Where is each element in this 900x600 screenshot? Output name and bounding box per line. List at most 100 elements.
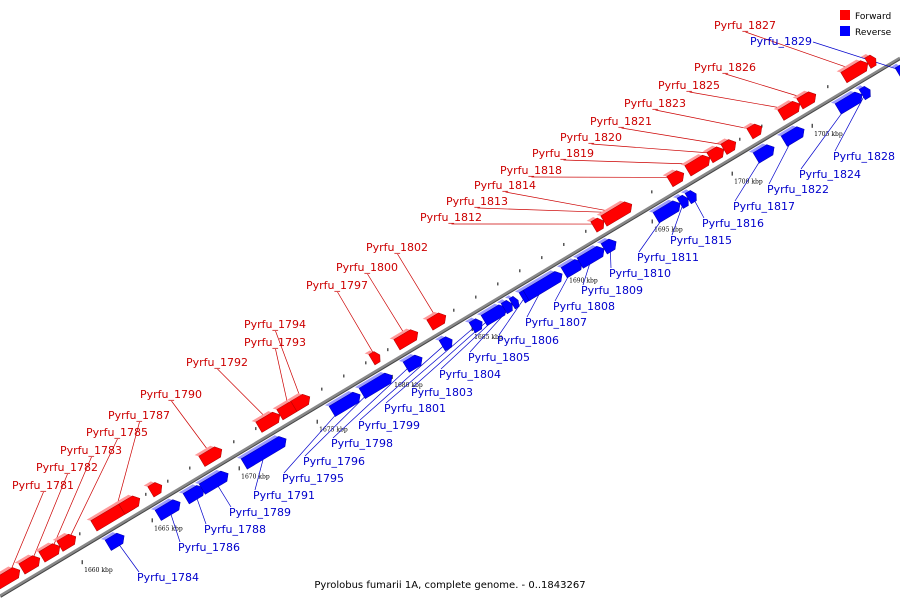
gene-fwd-0[interactable]	[0, 562, 23, 591]
gene-fwd-1[interactable]	[14, 550, 43, 575]
gene-fwd-21[interactable]	[792, 87, 819, 111]
gene-rev-6[interactable]	[354, 368, 395, 400]
gene-label-pyrfu-1806[interactable]: Pyrfu_1806	[497, 334, 559, 347]
gene-label-pyrfu-1801[interactable]: Pyrfu_1801	[384, 402, 446, 415]
gene-label-pyrfu-1816[interactable]: Pyrfu_1816	[702, 217, 764, 230]
gene-fwd-18[interactable]	[716, 134, 739, 156]
gene-fwd-9[interactable]	[286, 389, 313, 413]
gene-label-pyrfu-1821[interactable]: Pyrfu_1821	[590, 115, 652, 128]
gene-rev-8[interactable]	[434, 332, 455, 352]
gene-fwd-14[interactable]	[596, 197, 635, 228]
gene-label-pyrfu-1818[interactable]: Pyrfu_1818	[500, 164, 562, 177]
gene-label-pyrfu-1822[interactable]: Pyrfu_1822	[767, 183, 829, 196]
gene-label-pyrfu-1795[interactable]: Pyrfu_1795	[282, 472, 344, 485]
gene-arrow	[393, 329, 419, 351]
gene-label-pyrfu-1827[interactable]: Pyrfu_1827	[714, 19, 776, 32]
gene-rev-25[interactable]	[890, 61, 900, 80]
gene-fwd-13[interactable]	[586, 213, 607, 233]
gene-rev-20[interactable]	[680, 186, 699, 205]
gene-rev-18[interactable]	[648, 196, 683, 225]
gene-rev-12[interactable]	[504, 293, 521, 311]
gene-fwd-20[interactable]	[773, 96, 803, 122]
gene-bevel	[464, 317, 483, 323]
gene-label-pyrfu-1804[interactable]: Pyrfu_1804	[439, 368, 501, 381]
gene-fwd-5[interactable]	[143, 478, 165, 499]
gene-fwd-11[interactable]	[389, 325, 421, 352]
gene-rev-11[interactable]	[496, 296, 515, 315]
gene-label-pyrfu-1819[interactable]: Pyrfu_1819	[532, 147, 594, 160]
gene-fwd-15[interactable]	[662, 166, 687, 189]
gene-label-pyrfu-1805[interactable]: Pyrfu_1805	[468, 351, 530, 364]
gene-rev-22[interactable]	[776, 122, 807, 148]
gene-rev-7[interactable]	[398, 350, 425, 374]
gene-fwd-16[interactable]	[680, 150, 713, 178]
gene-label-pyrfu-1782[interactable]: Pyrfu_1782	[36, 461, 98, 474]
gene-label-pyrfu-1797[interactable]: Pyrfu_1797	[306, 279, 368, 292]
gene-label-pyrfu-1824[interactable]: Pyrfu_1824	[799, 168, 861, 181]
gene-label-pyrfu-1812[interactable]: Pyrfu_1812	[420, 211, 482, 224]
gene-label-pyrfu-1828[interactable]: Pyrfu_1828	[833, 150, 895, 163]
gene-label-pyrfu-1793[interactable]: Pyrfu_1793	[244, 336, 306, 349]
gene-rev-23[interactable]	[830, 87, 865, 116]
gene-fwd-19[interactable]	[742, 119, 765, 141]
gene-label-pyrfu-1792[interactable]: Pyrfu_1792	[186, 356, 248, 369]
gene-label-pyrfu-1787[interactable]: Pyrfu_1787	[108, 409, 170, 422]
gene-label-pyrfu-1800[interactable]: Pyrfu_1800	[336, 261, 398, 274]
gene-label-pyrfu-1825[interactable]: Pyrfu_1825	[658, 79, 720, 92]
label-leader	[812, 41, 900, 71]
gene-label-pyrfu-1785[interactable]: Pyrfu_1785	[86, 426, 148, 439]
gene-arrow	[796, 91, 817, 110]
gene-fwd-6[interactable]	[194, 442, 225, 468]
gene-label-pyrfu-1794[interactable]: Pyrfu_1794	[244, 318, 306, 331]
gene-label-pyrfu-1788[interactable]: Pyrfu_1788	[204, 523, 266, 536]
gene-rev-14[interactable]	[518, 266, 565, 302]
gene-rev-24[interactable]	[854, 82, 873, 101]
gene-label-pyrfu-1802[interactable]: Pyrfu_1802	[366, 241, 428, 254]
gene-fwd-extra-a[interactable]	[114, 491, 143, 516]
gene-label-pyrfu-1786[interactable]: Pyrfu_1786	[178, 541, 240, 554]
gene-fwd-3[interactable]	[52, 529, 79, 553]
gene-label-pyrfu-1820[interactable]: Pyrfu_1820	[560, 131, 622, 144]
gene-fwd-12[interactable]	[422, 308, 449, 332]
gene-fwd-22[interactable]	[836, 56, 871, 85]
gene-fwd-23[interactable]	[860, 51, 879, 70]
gene-rev-1[interactable]	[150, 495, 183, 523]
gene-rev-5[interactable]	[324, 387, 363, 418]
gene-label-pyrfu-1791[interactable]: Pyrfu_1791	[253, 489, 315, 502]
legend: Forward Reverse	[840, 10, 892, 38]
gene-rev-9[interactable]	[464, 314, 485, 334]
gene-label-pyrfu-1823[interactable]: Pyrfu_1823	[624, 97, 686, 110]
gene-rev-3[interactable]	[194, 466, 231, 496]
gene-label-pyrfu-1810[interactable]: Pyrfu_1810	[609, 267, 671, 280]
gene-label-pyrfu-1814[interactable]: Pyrfu_1814	[474, 179, 536, 192]
gene-label-pyrfu-1790[interactable]: Pyrfu_1790	[140, 388, 202, 401]
gene-fwd-2[interactable]	[34, 539, 63, 564]
scale-tick-label: 1675 kbp	[319, 427, 348, 434]
gene-label-pyrfu-1798[interactable]: Pyrfu_1798	[331, 437, 393, 450]
gene-label-pyrfu-1796[interactable]: Pyrfu_1796	[303, 455, 365, 468]
gene-rev-4[interactable]	[236, 431, 289, 471]
gene-label-pyrfu-1829[interactable]: Pyrfu_1829	[750, 35, 812, 48]
gene-fwd-10[interactable]	[364, 347, 383, 366]
gene-rev-17[interactable]	[596, 234, 619, 256]
gene-label-pyrfu-1826[interactable]: Pyrfu_1826	[694, 61, 756, 74]
gene-fwd-17[interactable]	[702, 142, 727, 165]
gene-label-pyrfu-1815[interactable]: Pyrfu_1815	[670, 234, 732, 247]
gene-fwd-7[interactable]	[251, 407, 283, 434]
gene-label-pyrfu-1807[interactable]: Pyrfu_1807	[525, 316, 587, 329]
gene-label-pyrfu-1781[interactable]: Pyrfu_1781	[12, 479, 74, 492]
gene-label-pyrfu-1811[interactable]: Pyrfu_1811	[637, 251, 699, 264]
gene-label-pyrfu-1817[interactable]: Pyrfu_1817	[733, 200, 795, 213]
gene-rev-19[interactable]	[672, 191, 691, 210]
gene-label-pyrfu-1799[interactable]: Pyrfu_1799	[358, 419, 420, 432]
gene-label-pyrfu-1789[interactable]: Pyrfu_1789	[229, 506, 291, 519]
gene-label-pyrfu-1813[interactable]: Pyrfu_1813	[446, 195, 508, 208]
gene-label-pyrfu-1809[interactable]: Pyrfu_1809	[581, 284, 643, 297]
gene-label-pyrfu-1803[interactable]: Pyrfu_1803	[411, 386, 473, 399]
gene-rev-0[interactable]	[100, 528, 127, 552]
gene-label-pyrfu-1783[interactable]: Pyrfu_1783	[60, 444, 122, 457]
gene-label-pyrfu-1784[interactable]: Pyrfu_1784	[137, 571, 199, 584]
gene-rev-16[interactable]	[572, 241, 607, 270]
gene-rev-21[interactable]	[748, 139, 777, 164]
gene-label-pyrfu-1808[interactable]: Pyrfu_1808	[553, 300, 615, 313]
